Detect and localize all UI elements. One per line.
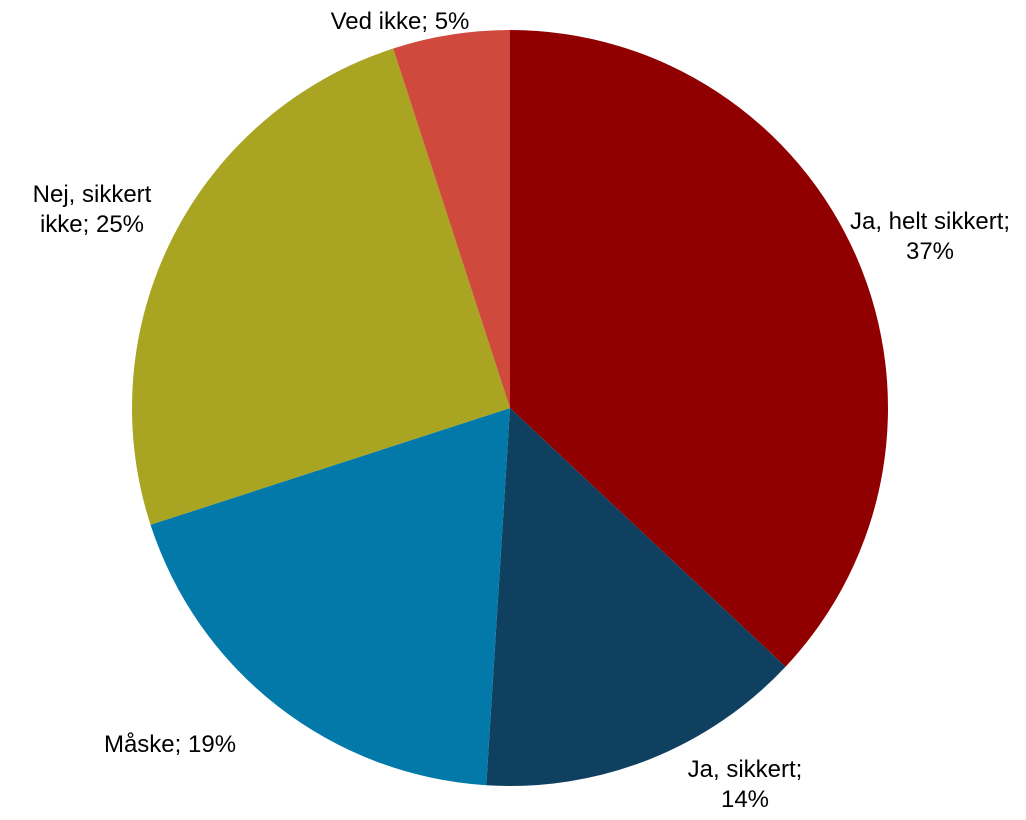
data-label: Ja, sikkert; 14% (687, 756, 803, 813)
pie-slice (486, 408, 786, 786)
data-label: Ved ikke; 5% (330, 8, 470, 35)
data-label: Måske; 19% (103, 731, 237, 758)
pie-slice (132, 48, 510, 525)
data-label: Nej, sikkert ikke; 25% (32, 181, 152, 238)
data-label: Ja, helt sikkert; 37% (849, 208, 1011, 265)
pie-slice (510, 30, 888, 667)
pie-slice (150, 408, 510, 786)
pie-slice (393, 30, 510, 408)
